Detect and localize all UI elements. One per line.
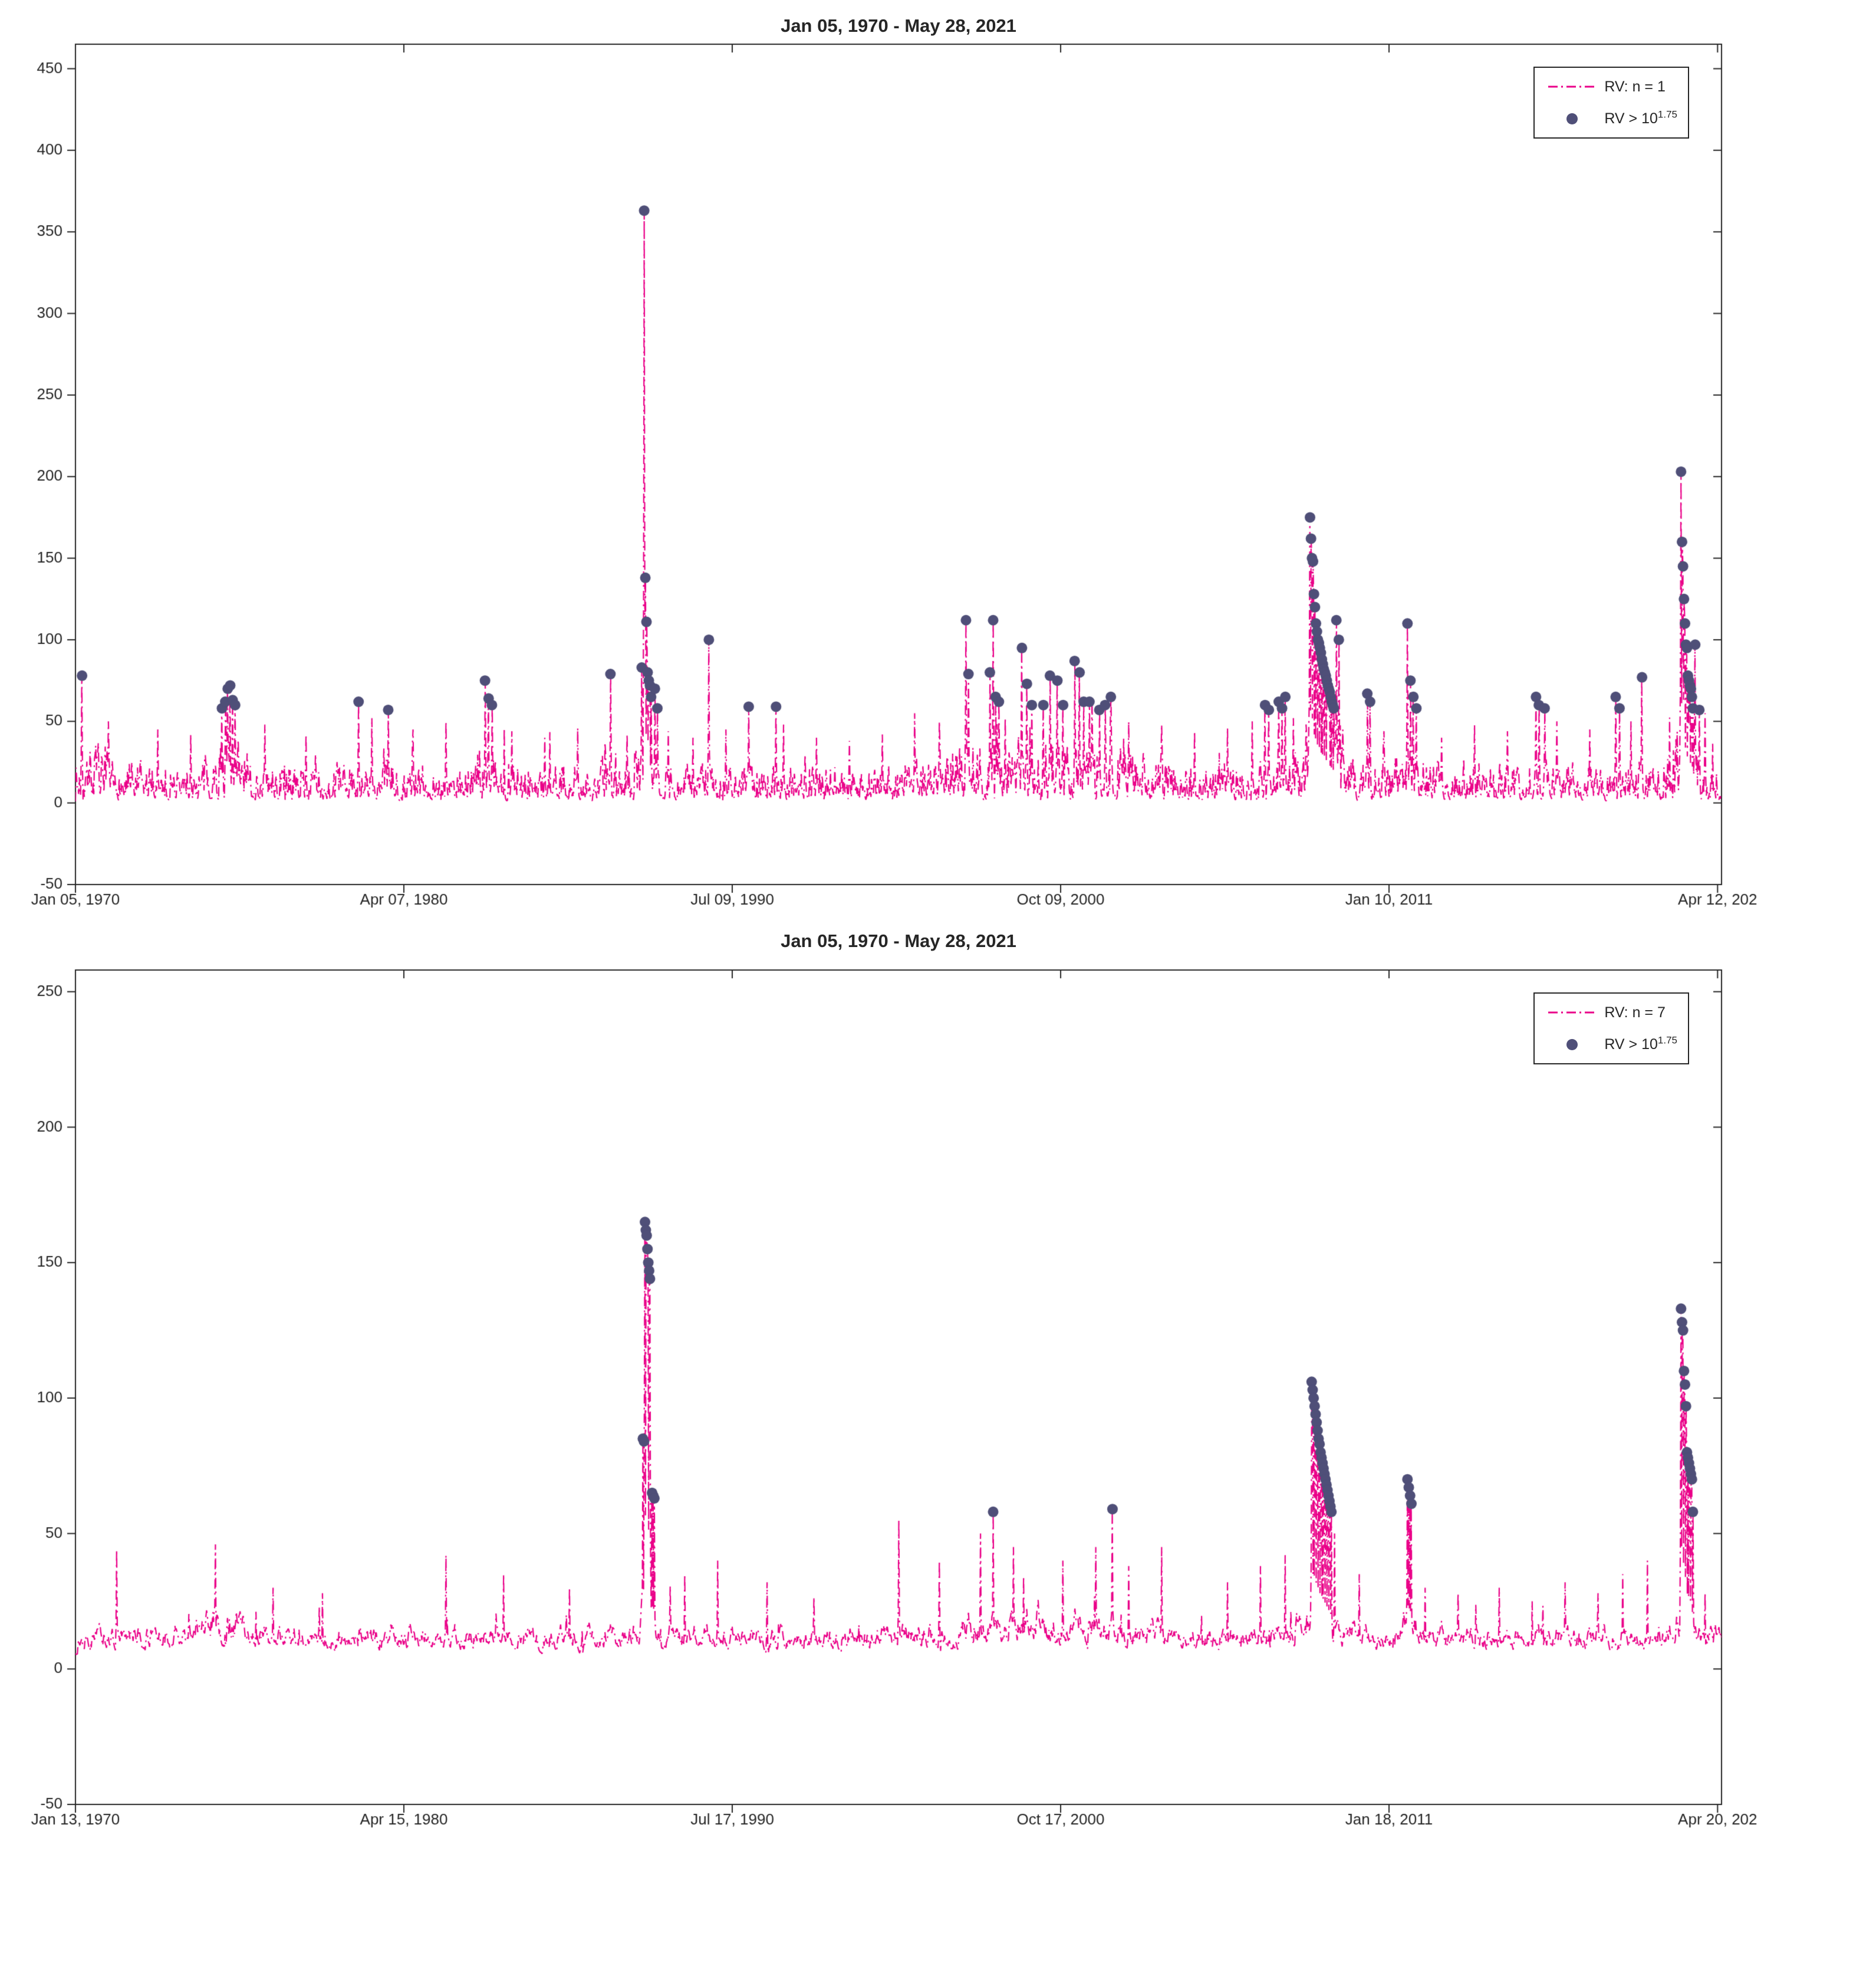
scatter-dot-icon xyxy=(1539,113,1604,124)
legend-entry-line: RV: n = 1 xyxy=(1539,75,1677,98)
legend-label: RV > 101.75 xyxy=(1604,109,1677,127)
legend-label: RV: n = 1 xyxy=(1604,78,1666,95)
dash-dot-line-icon xyxy=(1539,84,1604,90)
chart-title-top: Jan 05, 1970 - May 28, 2021 xyxy=(781,15,1016,36)
legend-entry-marker: RV > 101.75 xyxy=(1539,107,1677,130)
legend-entry-marker: RV > 101.75 xyxy=(1539,1033,1677,1056)
chart-title-bottom: Jan 05, 1970 - May 28, 2021 xyxy=(781,931,1016,951)
legend-label: RV: n = 7 xyxy=(1604,1004,1666,1021)
legend-label: RV > 101.75 xyxy=(1604,1034,1677,1053)
legend-entry-line: RV: n = 7 xyxy=(1539,1001,1677,1024)
legend-bottom: RV: n = 7 RV > 101.75 xyxy=(1533,992,1689,1064)
dash-dot-line-icon xyxy=(1539,1010,1604,1015)
scatter-dot-icon xyxy=(1539,1038,1604,1050)
legend-top: RV: n = 1 RV > 101.75 xyxy=(1533,67,1689,139)
